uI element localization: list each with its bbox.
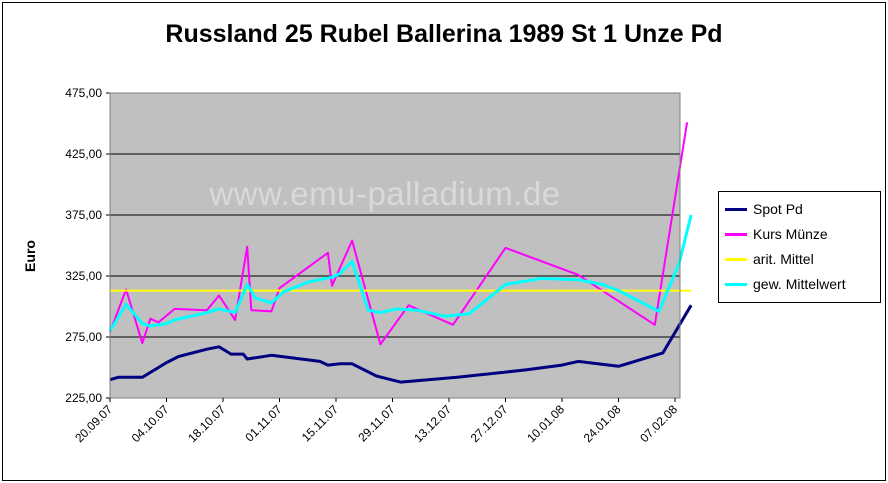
x-tick-label: 29.11.07 [355, 402, 398, 445]
plot-area [110, 93, 680, 398]
legend-label-gew-mittelwert: gew. Mittelwert [753, 276, 846, 292]
x-tick-label: 18.10.07 [185, 402, 228, 445]
legend: Spot Pd Kurs Münze arit. Mittel gew. Mit… [718, 191, 881, 303]
plot-border [109, 92, 681, 399]
legend-swatch-arit-mittel [725, 257, 747, 261]
x-tick-label: 07.02.08 [637, 402, 680, 445]
x-tick-label: 15.11.07 [299, 402, 342, 445]
x-tick-label: 24.01.08 [581, 402, 624, 445]
legend-item-spot-pd: Spot Pd [725, 200, 877, 218]
x-tick-label: 10.01.08 [524, 402, 567, 445]
chart-title: Russland 25 Rubel Ballerina 1989 St 1 Un… [165, 20, 723, 48]
x-tick-label: 01.11.07 [242, 402, 285, 445]
legend-item-kurs-muenze: Kurs Münze [725, 225, 877, 243]
y-tick-label: 275,00 [65, 330, 102, 344]
series-line-kurs-m-nze [109, 122, 689, 346]
series-line-spot-pd [109, 304, 693, 384]
y-tick-label: 425,00 [65, 147, 102, 161]
x-tick-label: 27.12.07 [468, 402, 511, 445]
x-tick-label: 13.12.07 [411, 402, 454, 445]
x-tick-label: 04.10.07 [129, 402, 172, 445]
watermark-text: www.emu-palladium.de [208, 175, 560, 212]
y-tick-label: 475,00 [65, 86, 102, 100]
y-tick-label: 375,00 [65, 208, 102, 222]
legend-swatch-kurs-muenze [725, 232, 747, 236]
x-tick-label: 20.09.07 [72, 402, 115, 445]
legend-swatch-gew-mittelwert [725, 282, 747, 286]
legend-item-gew-mittelwert: gew. Mittelwert [725, 275, 877, 293]
series-line-gew-mittelwert [108, 214, 693, 332]
legend-label-kurs-muenze: Kurs Münze [753, 226, 828, 242]
y-tick-label: 325,00 [65, 269, 102, 283]
legend-swatch-spot-pd [725, 207, 747, 211]
legend-label-spot-pd: Spot Pd [753, 201, 803, 217]
legend-item-arit-mittel: arit. Mittel [725, 250, 877, 268]
legend-label-arit-mittel: arit. Mittel [753, 251, 814, 267]
y-tick-label: 225,00 [65, 391, 102, 405]
